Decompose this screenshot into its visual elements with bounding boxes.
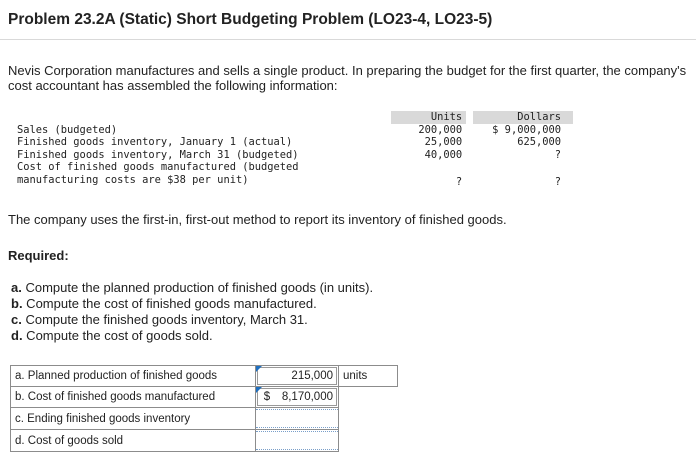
answered-flag-icon [256,366,262,372]
answer-label: a. Planned production of finished goods [10,365,256,387]
info-row: Sales (budgeted) 200,000 $ 9,000,000 [17,123,561,136]
answer-unit: units [338,365,398,387]
required-heading: Required: [8,248,69,263]
info-row: manufacturing costs are $38 per unit) ? … [17,173,561,188]
requirement-item: b. Compute the cost of finished goods ma… [11,296,317,311]
cost-manufactured-input[interactable]: $ 8,170,000 [257,388,337,406]
requirements-list: a. Compute the planned production of fin… [11,280,373,344]
info-header-row: Units Dollars [17,111,573,124]
answer-row: c. Ending finished goods inventory [10,407,398,430]
inventory-method-text: The company uses the first-in, first-out… [8,212,507,227]
title-divider [0,39,696,40]
answer-unit [338,386,398,408]
problem-title: Problem 23.2A (Static) Short Budgeting P… [8,11,493,28]
answer-row: b. Cost of finished goods manufactured $… [10,386,398,408]
ending-inventory-input[interactable] [256,409,338,428]
answer-unit [338,429,398,452]
info-row: Finished goods inventory, March 31 (budg… [17,148,561,161]
units-header: Units [390,111,467,124]
answer-label: b. Cost of finished goods manufactured [10,386,256,408]
answer-unit [338,407,398,430]
answer-label: c. Ending finished goods inventory [10,407,256,430]
dollars-header: Dollars [473,111,573,124]
answer-label: d. Cost of goods sold [10,429,256,452]
info-row: Finished goods inventory, January 1 (act… [17,136,561,148]
answer-row: a. Planned production of finished goods … [10,365,398,387]
answer-row: d. Cost of goods sold [10,429,398,452]
info-row: Cost of finished goods manufactured (bud… [17,161,299,173]
answer-table: a. Planned production of finished goods … [10,365,398,452]
requirement-item: a. Compute the planned production of fin… [11,280,374,295]
planned-production-input[interactable]: 215,000 [257,367,337,385]
intro-text: Nevis Corporation manufactures and sells… [8,63,687,93]
requirement-item: c. Compute the finished goods inventory,… [11,312,308,327]
given-information-table: Units Dollars Sales (budgeted) 200,000 $… [17,111,573,188]
answered-flag-icon [256,387,262,393]
requirement-item: d. Compute the cost of goods sold. [11,328,213,343]
cost-of-goods-sold-input[interactable] [256,431,338,450]
